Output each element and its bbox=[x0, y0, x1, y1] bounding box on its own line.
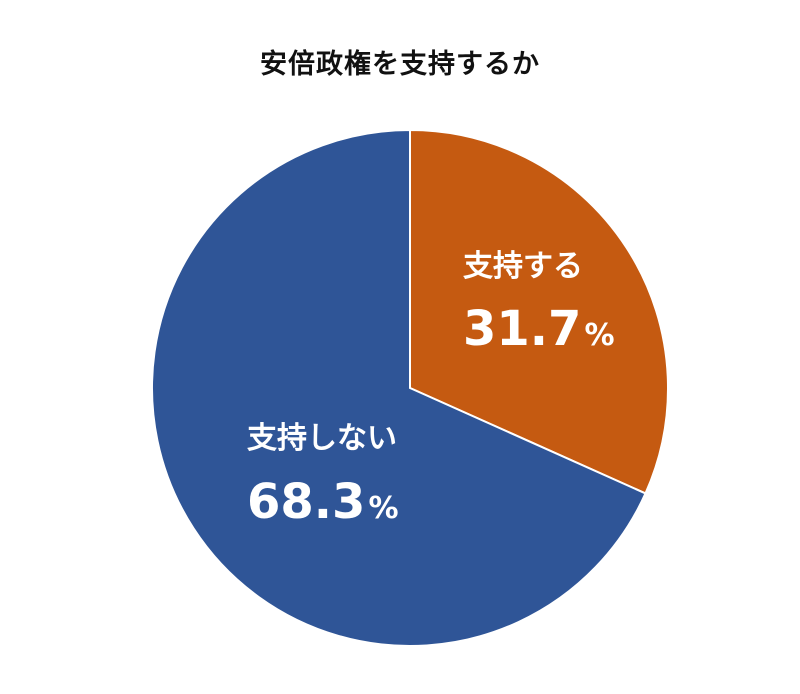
pie-slice-not-support bbox=[151, 128, 647, 647]
slice-label-not-support: 支持しない bbox=[247, 421, 397, 456]
slice-label-support: 支持する bbox=[463, 249, 583, 284]
chart-title: 安倍政権を支持するか bbox=[260, 49, 540, 80]
pie-slice-support bbox=[409, 128, 669, 495]
